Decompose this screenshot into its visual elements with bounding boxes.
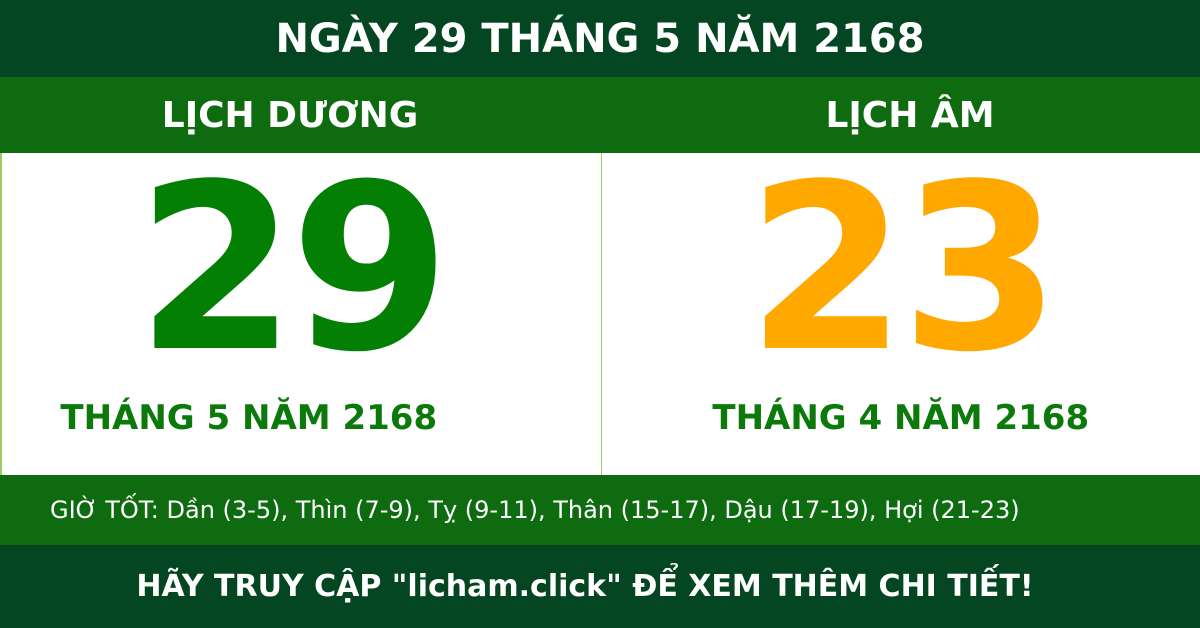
page-title: NGÀY 29 THÁNG 5 NĂM 2168	[0, 0, 1200, 77]
footer-cta: HÃY TRUY CẬP "licham.click" ĐỂ XEM THÊM …	[0, 545, 1200, 628]
lunar-heading: LỊCH ÂM	[825, 94, 995, 136]
solar-day: 29	[136, 136, 450, 403]
calendar-headings: LỊCH DƯƠNG LỊCH ÂM	[0, 77, 1200, 153]
lunar-panel: 23 THÁNG 4 NĂM 2168	[600, 143, 1200, 475]
lunar-month-year: THÁNG 4 NĂM 2168	[712, 398, 1090, 438]
calendar-days: 29 THÁNG 5 NĂM 2168 23 THÁNG 4 NĂM 2168	[0, 143, 1200, 475]
solar-panel: 29 THÁNG 5 NĂM 2168	[2, 143, 601, 475]
solar-heading: LỊCH DƯƠNG	[161, 94, 419, 136]
good-hours: GIỜ TỐT: Dần (3-5), Thìn (7-9), Tỵ (9-11…	[0, 475, 1200, 545]
lunar-day: 23	[746, 136, 1061, 403]
solar-month-year: THÁNG 5 NĂM 2168	[60, 398, 438, 438]
